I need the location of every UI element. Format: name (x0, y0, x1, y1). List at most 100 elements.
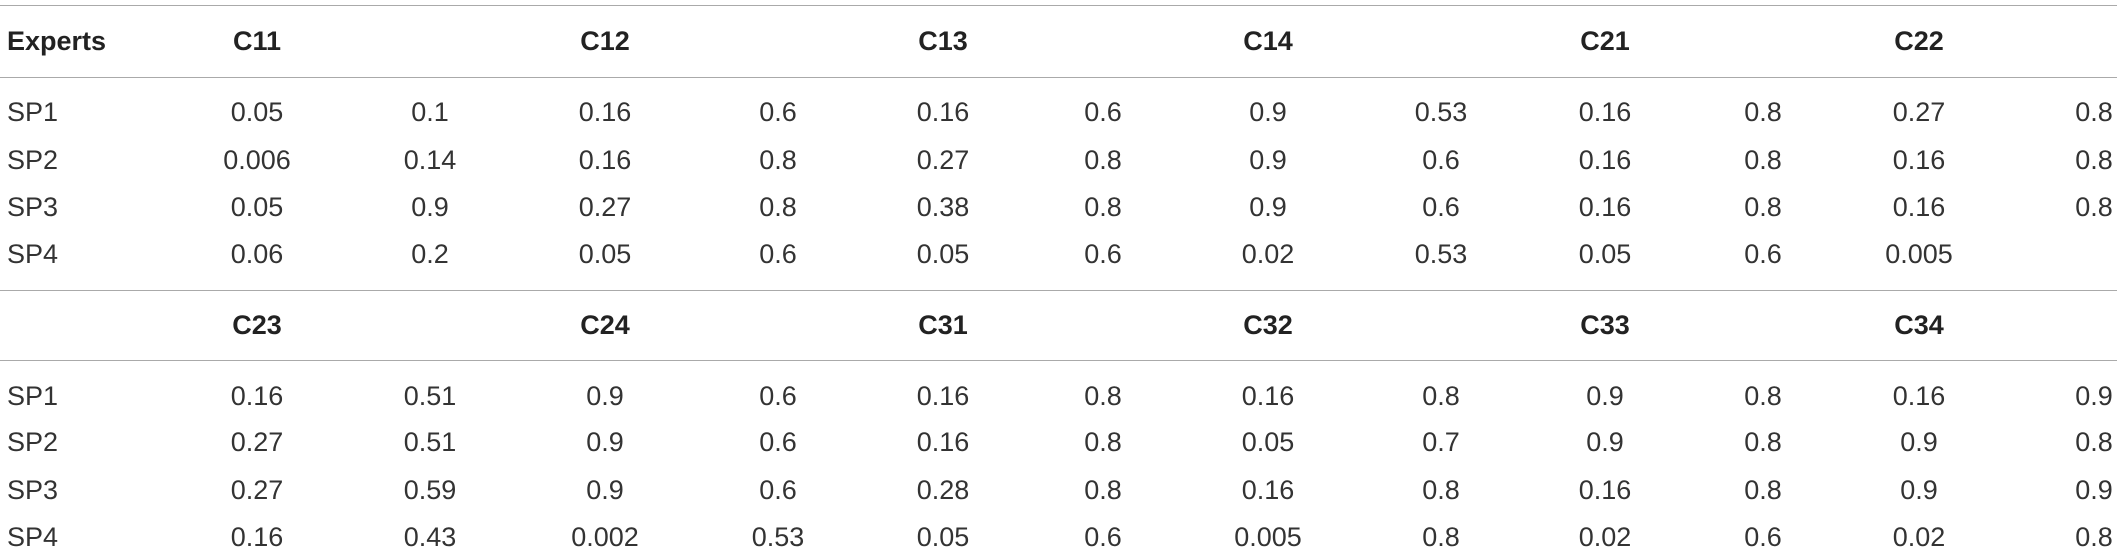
cell: 0.16 (1241, 475, 1295, 505)
cell: 0.16 (916, 427, 970, 457)
cell: 0.53 (1414, 239, 1468, 269)
cell: 0.16 (1578, 97, 1632, 127)
cell: 0.9 (586, 381, 624, 411)
cell: 0.02 (1241, 239, 1295, 269)
cell: 0.16 (578, 97, 632, 127)
column-header: C14 (1243, 26, 1293, 56)
column-header: C12 (580, 26, 630, 56)
cell: 0.16 (1892, 192, 1946, 222)
cell: 0.27 (230, 475, 284, 505)
cell: 0.53 (751, 522, 805, 552)
row-label: SP2 (7, 145, 59, 175)
cell: 0.6 (1744, 522, 1782, 552)
cell: 0.8 (1084, 192, 1122, 222)
cell: 0.6 (1422, 192, 1460, 222)
cell: 0.8 (1084, 427, 1122, 457)
cell: 0.8 (1422, 522, 1460, 552)
cell: 0.51 (403, 427, 457, 457)
cell: 0.8 (1744, 97, 1782, 127)
cell: 0.8 (1744, 381, 1782, 411)
cell: 0.9 (586, 427, 624, 457)
cell: 0.005 (1885, 239, 1953, 269)
cell: 0.16 (230, 381, 284, 411)
column-header: C34 (1894, 310, 1944, 340)
cell: 0.8 (1744, 192, 1782, 222)
column-header: C13 (918, 26, 968, 56)
cell: 0.6 (1744, 239, 1782, 269)
column-header: C32 (1243, 310, 1293, 340)
cell: 0.9 (2075, 475, 2113, 505)
cell: 0.006 (223, 145, 291, 175)
column-header: C11 (232, 26, 282, 56)
row-label: SP2 (7, 427, 59, 457)
cell: 0.05 (916, 239, 970, 269)
cell: 0.16 (230, 522, 284, 552)
cell: 0.9 (411, 192, 449, 222)
row-label: SP1 (7, 97, 59, 127)
cell: 0.05 (230, 97, 284, 127)
cell: 0.8 (1744, 145, 1782, 175)
cell: 0.1 (411, 97, 449, 127)
cell: 0.05 (578, 239, 632, 269)
row-label: SP4 (7, 522, 59, 552)
cell: 0.16 (1892, 381, 1946, 411)
column-header: C31 (918, 310, 968, 340)
corner-header: Experts (7, 26, 107, 56)
cell: 0.8 (759, 192, 797, 222)
cell: 0.8 (2075, 97, 2113, 127)
cell: 0.02 (1892, 522, 1946, 552)
cell: 0.8 (1084, 381, 1122, 411)
cell: 0.8 (2075, 145, 2113, 175)
cell: 0.16 (1241, 381, 1295, 411)
cell: 0.59 (403, 475, 457, 505)
cell: 0.6 (759, 381, 797, 411)
cell: 0.05 (916, 522, 970, 552)
cell: 0.6 (759, 97, 797, 127)
row-label: SP3 (7, 192, 59, 222)
cell: 0.53 (1414, 97, 1468, 127)
cell: 0.16 (1578, 475, 1632, 505)
column-header: C21 (1580, 26, 1630, 56)
cell: 0.27 (1892, 97, 1946, 127)
cell: 0.005 (1234, 522, 1302, 552)
cell: 0.16 (1892, 145, 1946, 175)
cell: 0.05 (1578, 239, 1632, 269)
cell: 0.16 (1578, 192, 1632, 222)
rule (0, 360, 2117, 361)
cell: 0.02 (1578, 522, 1632, 552)
cell: 0.38 (916, 192, 970, 222)
cell: 0.9 (586, 475, 624, 505)
cell: 0.9 (1900, 475, 1938, 505)
cell: 0.43 (403, 522, 457, 552)
cell: 0.9 (1900, 427, 1938, 457)
cell: 0.2 (411, 239, 449, 269)
cell: 0.6 (1084, 239, 1122, 269)
cell: 0.16 (916, 381, 970, 411)
cell: 0.8 (2075, 522, 2113, 552)
cell: 0.9 (2075, 381, 2113, 411)
cell: 0.8 (759, 145, 797, 175)
cell: 0.8 (1744, 475, 1782, 505)
cell: 0.8 (2075, 192, 2113, 222)
cell: 0.9 (1586, 381, 1624, 411)
cell: 0.27 (578, 192, 632, 222)
cell: 0.6 (759, 239, 797, 269)
column-header: C33 (1580, 310, 1630, 340)
cell: 0.51 (403, 381, 457, 411)
rule (0, 290, 2117, 291)
cell: 0.8 (1744, 427, 1782, 457)
column-header: C23 (232, 310, 282, 340)
row-label: SP3 (7, 475, 59, 505)
cell: 0.8 (1084, 145, 1122, 175)
cell: 0.27 (230, 427, 284, 457)
cell: 0.6 (759, 427, 797, 457)
row-label: SP1 (7, 381, 59, 411)
cell: 0.6 (1422, 145, 1460, 175)
cell: 0.9 (1586, 427, 1624, 457)
cell: 0.06 (230, 239, 284, 269)
cell: 0.9 (1249, 145, 1287, 175)
cell: 0.9 (1249, 192, 1287, 222)
cell: 0.8 (1084, 475, 1122, 505)
cell: 0.8 (2075, 427, 2113, 457)
